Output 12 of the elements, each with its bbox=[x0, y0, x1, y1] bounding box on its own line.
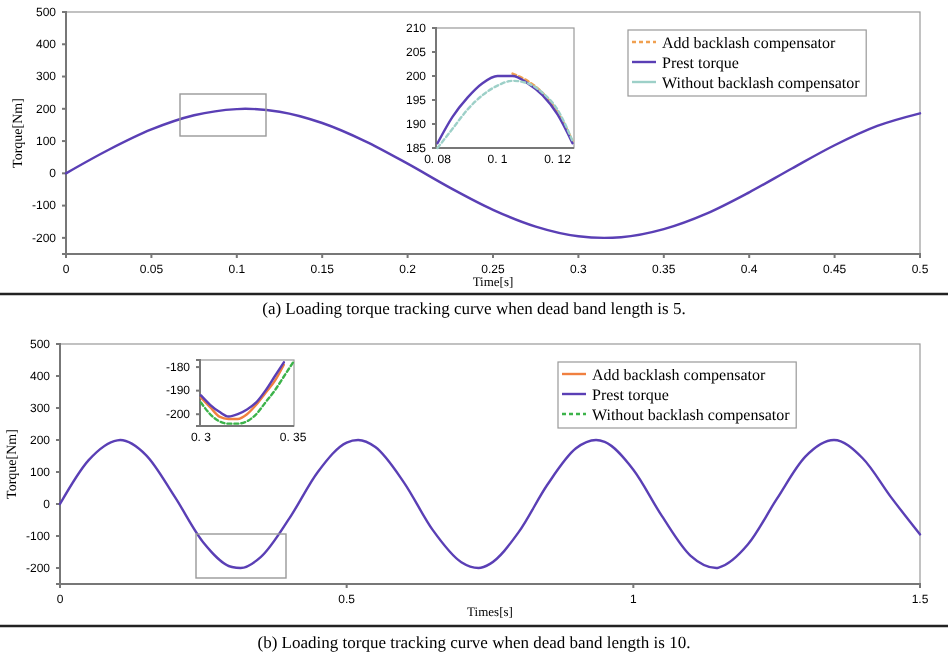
text: (b) Loading torque tracking curve when dead band length is 10. bbox=[257, 632, 691, 652]
line-series bbox=[511, 72, 574, 142]
line-series bbox=[199, 361, 295, 425]
line-series bbox=[58, 438, 922, 570]
legend-label: Add backlash compensator bbox=[662, 34, 836, 52]
legend-label: Prest torque bbox=[662, 54, 740, 72]
text: (a) Loading torque tracking curve when dead band length is 5. bbox=[262, 298, 686, 318]
legend-label: Without backlash compensator bbox=[592, 406, 791, 424]
legend-label: Add backlash compensator bbox=[592, 366, 766, 384]
legend-label: Prest torque bbox=[592, 386, 670, 404]
line-series bbox=[64, 107, 922, 240]
legend-label: Without backlash compensator bbox=[662, 74, 861, 92]
